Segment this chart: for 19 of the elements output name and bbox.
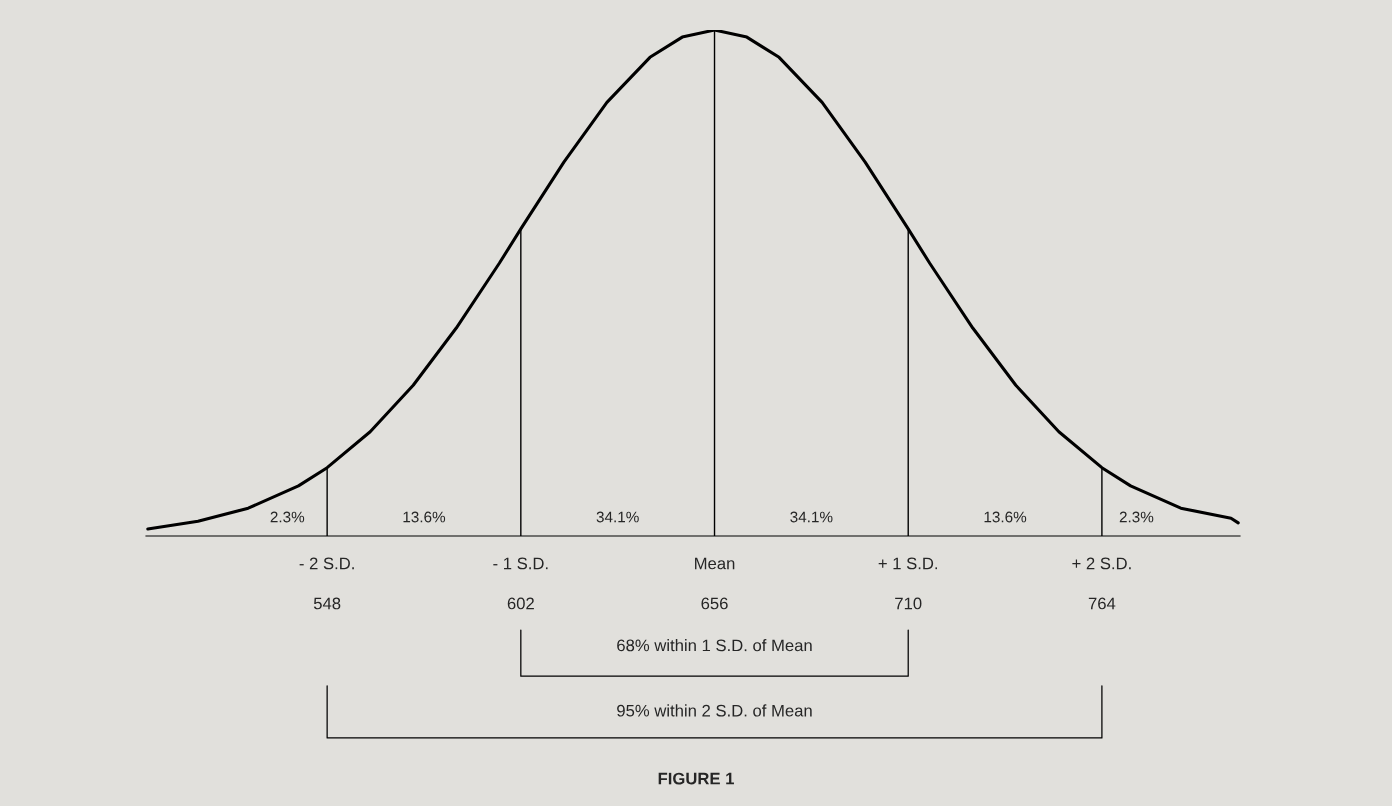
annotation: 13.6% (403, 511, 446, 523)
text: 95% within 2 S.D. of Mean (617, 704, 812, 717)
text: FIGURE 1 (658, 772, 734, 785)
ref-line-label: + 1 S.D. (878, 557, 938, 570)
annotation: 34.1% (790, 511, 833, 523)
annotation: 2.3% (1119, 511, 1154, 523)
ref-line-label: + 2 S.D. (1072, 557, 1131, 570)
x-tick-label: 602 (507, 597, 534, 610)
x-tick-label: 548 (313, 597, 341, 610)
x-tick-label: 656 (701, 597, 728, 610)
annotation: 2.3% (270, 511, 305, 523)
x-tick-label: 764 (1088, 597, 1116, 610)
text: 68% within 1 S.D. of Mean (617, 639, 812, 652)
ref-line-label: - 2 S.D. (299, 557, 354, 570)
x-tick-label: 710 (895, 597, 922, 610)
annotation: 13.6% (984, 511, 1027, 523)
ref-line-label: - 1 S.D. (493, 557, 548, 570)
ref-line-label: Mean (695, 557, 735, 570)
annotation: 34.1% (596, 511, 639, 523)
